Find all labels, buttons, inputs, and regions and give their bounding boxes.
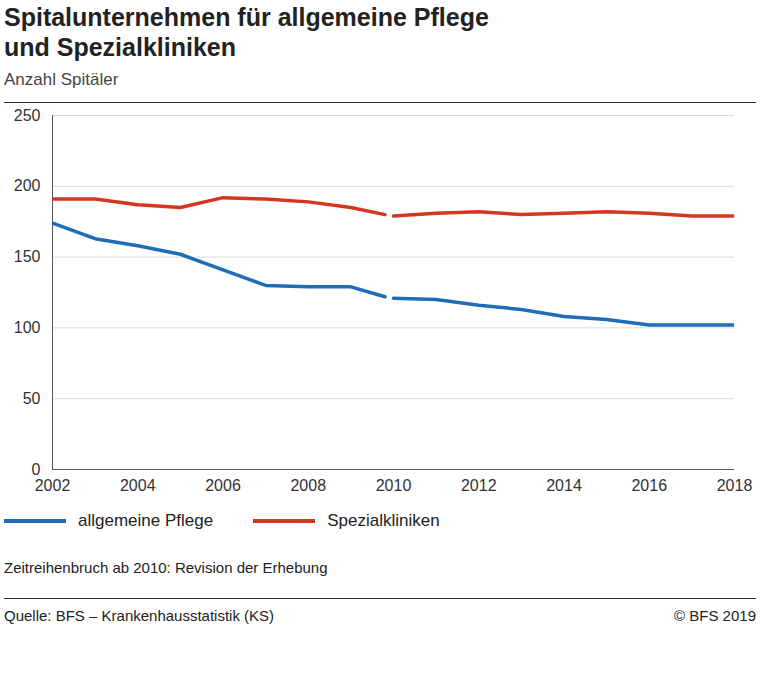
svg-text:50: 50	[23, 390, 41, 407]
html-text:und Spezialkliniken: und Spezialkliniken	[4, 33, 236, 61]
svg-text:150: 150	[14, 248, 41, 265]
html-text:Zeitreihenbruch ab 2010: Revis: Zeitreihenbruch ab 2010: Revision der Er…	[4, 559, 328, 576]
svg-text:250: 250	[14, 107, 41, 124]
html-text:allgemeine Pflege: allgemeine Pflege	[78, 511, 214, 530]
svg-text:2018: 2018	[717, 477, 753, 494]
svg-text:2008: 2008	[290, 477, 326, 494]
svg-text:2016: 2016	[631, 477, 667, 494]
html-text:© BFS 2019: © BFS 2019	[674, 607, 756, 624]
svg-text:100: 100	[14, 319, 41, 336]
html-text:Anzahl Spitäler: Anzahl Spitäler	[4, 70, 119, 89]
svg-text:2010: 2010	[376, 477, 412, 494]
svg-text:2002: 2002	[35, 477, 71, 494]
svg-text:2012: 2012	[461, 477, 497, 494]
svg-text:2004: 2004	[120, 477, 156, 494]
svg-text:200: 200	[14, 177, 41, 194]
svg-text:2014: 2014	[546, 477, 582, 494]
svg-text:2006: 2006	[205, 477, 241, 494]
html-text:Spezialkliniken: Spezialkliniken	[327, 511, 440, 530]
svg-text:0: 0	[32, 461, 41, 478]
html-text:Spitalunternehmen für allgemei: Spitalunternehmen für allgemeine Pflege	[4, 3, 489, 31]
html-text:Quelle: BFS – Krankenhausstati: Quelle: BFS – Krankenhausstatistik (KS)	[4, 607, 275, 624]
